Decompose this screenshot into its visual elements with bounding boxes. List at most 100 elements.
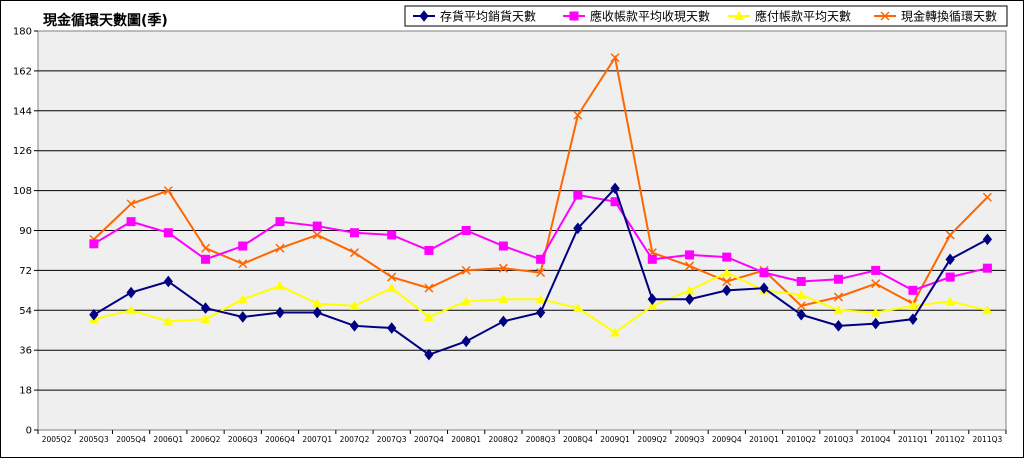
data-point-0-9 [387,322,397,334]
legend-item-3: 現金轉換循環天數 [874,9,997,24]
data-point-3-9 [387,272,397,282]
data-point-1-6 [275,217,285,227]
y-tick-label: 36 [19,346,32,357]
data-point-2-25 [982,305,993,315]
data-point-0-21 [833,320,844,332]
data-point-2-5 [237,294,248,304]
data-point-0-11 [461,335,471,348]
x-tick-label: 2007Q2 [340,435,370,444]
data-point-1-22 [871,265,881,275]
data-point-0-17 [684,293,695,306]
legend-swatch-marker [880,11,890,21]
data-point-1-11 [461,226,471,235]
x-tick-label: 2007Q1 [302,435,332,444]
series-2 [88,267,993,337]
data-point-3-22 [871,279,881,289]
legend-swatch-marker [419,10,429,22]
data-point-1-2 [126,217,136,227]
legend-label: 應收帳款平均收現天數 [590,9,710,24]
x-tick-label: 2007Q4 [414,435,444,444]
data-point-2-6 [275,280,285,290]
data-point-2-23 [907,300,918,310]
data-point-3-25 [982,192,992,202]
x-tick-label: 2008Q4 [563,435,593,444]
data-point-1-9 [387,230,397,240]
data-point-2-7 [312,298,323,308]
data-point-1-16 [647,254,657,264]
x-tick-label: 2005Q4 [116,435,146,444]
x-tick-label: 2008Q3 [526,435,556,444]
data-point-2-8 [349,300,360,310]
series-1 [89,190,992,295]
x-tick-label: 2006Q2 [191,435,221,444]
data-point-1-20 [796,276,806,286]
y-tick-label: 54 [19,306,32,317]
legend-item-0: 存貨平均銷貨天數 [413,9,536,24]
x-tick-label: 2009Q4 [712,435,742,444]
x-tick-label: 2006Q1 [153,435,183,444]
legend-label: 存貨平均銷貨天數 [440,9,536,24]
data-point-0-23 [908,313,918,325]
y-tick-label: 18 [19,386,32,397]
x-tick-label: 2009Q1 [600,435,630,444]
x-tick-label: 2008Q1 [451,435,481,444]
x-tick-label: 2010Q1 [749,435,779,444]
x-tick-label: 2006Q3 [228,435,258,444]
data-point-2-14 [572,303,583,313]
x-axis-ticks: 2005Q2 2005Q3 2005Q4 2006Q1 2006Q2 2006Q3 2006… [37,430,1007,444]
data-point-3-18 [722,276,732,287]
y-tick-label: 144 [13,106,32,117]
data-point-2-13 [535,294,546,304]
data-point-0-7 [312,306,322,319]
data-point-3-3 [163,186,173,196]
x-tick-label: 2009Q2 [637,435,667,444]
data-point-2-11 [461,296,472,306]
data-point-3-10 [424,283,434,293]
data-point-3-7 [312,230,322,240]
data-point-1-23 [908,285,918,295]
data-point-1-17 [685,250,695,260]
data-point-1-12 [498,241,508,251]
data-point-2-17 [684,285,695,295]
data-point-2-24 [945,296,956,306]
x-tick-label: 2009Q3 [675,435,705,444]
data-point-0-22 [871,317,881,330]
data-point-0-5 [238,311,248,323]
data-point-2-9 [386,283,397,293]
data-point-1-10 [424,245,434,255]
legend-box [404,5,1008,27]
grid-lines [38,70,1006,391]
data-point-1-7 [312,221,322,231]
data-point-0-3 [163,275,173,288]
legend: 存貨平均銷貨天數 應收帳款平均收現天數 應付帳款平均天數 現金轉換循環天數 [404,5,1008,27]
data-point-3-17 [685,261,695,271]
legend-label: 應付帳款平均天數 [755,9,851,24]
data-point-0-19 [759,282,769,294]
data-point-3-24 [945,230,955,240]
data-point-3-5 [238,259,248,269]
data-point-2-4 [200,314,211,324]
data-point-2-10 [423,311,434,321]
data-point-2-15 [610,327,621,337]
data-point-0-15 [610,182,620,195]
x-tick-label: 2006Q4 [265,435,295,444]
data-point-1-18 [722,252,732,262]
data-point-0-18 [722,284,732,297]
data-point-1-25 [982,263,992,273]
data-point-1-13 [536,254,546,264]
legend-item-1: 應收帳款平均收現天數 [563,9,710,24]
x-tick-label: 2005Q3 [79,435,109,444]
data-point-3-15 [610,53,620,63]
data-point-1-14 [573,190,583,200]
data-point-0-24 [945,253,955,266]
data-point-3-8 [349,248,359,258]
data-point-3-21 [833,292,843,302]
data-point-0-14 [573,222,583,235]
data-point-2-22 [870,307,881,317]
x-tick-label: 2005Q2 [42,435,72,444]
legend-label: 現金轉換循環天數 [901,9,997,24]
data-point-0-10 [424,348,434,361]
data-point-1-5 [238,241,248,251]
